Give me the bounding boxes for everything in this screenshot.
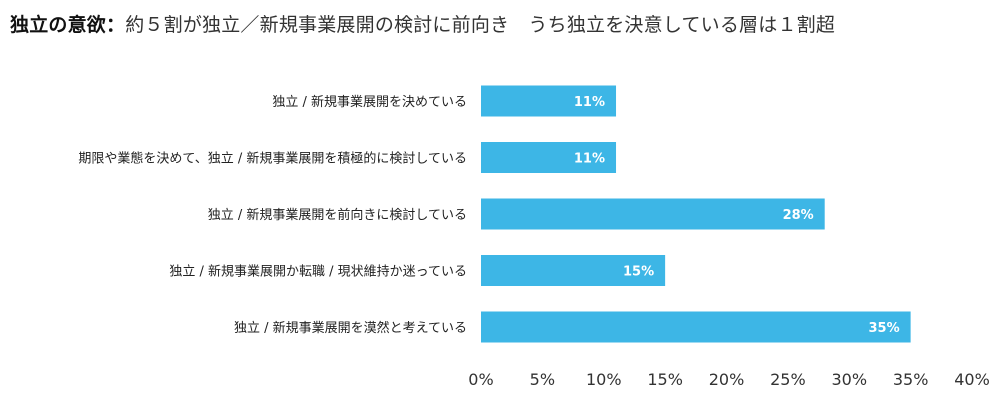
x-tick-label-15: 15%	[647, 370, 683, 389]
x-tick-label-35: 35%	[893, 370, 929, 389]
chart-title-separator: ：	[106, 14, 126, 36]
x-tick-label-40: 40%	[954, 370, 990, 389]
value-label-3: 28%	[783, 208, 814, 223]
value-label-4: 15%	[623, 265, 654, 280]
chart-title-lead: 独立の意欲	[10, 14, 107, 36]
bar-3	[481, 198, 825, 230]
value-label-5: 35%	[869, 321, 900, 336]
x-tick-label-30: 30%	[831, 370, 867, 389]
category-label-3: 独立 / 新規事業展開を前向きに検討している	[208, 207, 467, 223]
x-tick-label-25: 25%	[770, 370, 806, 389]
bar-2	[481, 142, 617, 173]
bar-4	[481, 255, 666, 286]
category-label-1: 独立 / 新規事業展開を決めている	[272, 94, 467, 110]
value-label-2: 11%	[574, 152, 605, 167]
x-tick-label-0: 0%	[468, 370, 493, 389]
x-tick-label-10: 10%	[586, 370, 622, 389]
bar-1	[481, 85, 617, 117]
x-tick-label-20: 20%	[709, 370, 745, 389]
category-label-2: 期限や業態を決めて、独立 / 新規事業展開を積極的に検討している	[78, 151, 467, 167]
value-label-1: 11%	[574, 95, 605, 110]
x-tick-label-5: 5%	[530, 370, 555, 389]
category-label-4: 独立 / 新規事業展開か転職 / 現状維持か迷っている	[169, 264, 467, 280]
chart-title: 独立の意欲：約５割が独立／新規事業展開の検討に前向き うち独立を決意している層は…	[10, 10, 835, 37]
bar-5	[481, 311, 911, 343]
chart-title-rest: 約５割が独立／新規事業展開の検討に前向き うち独立を決意している層は１割超	[125, 14, 836, 36]
category-label-5: 独立 / 新規事業展開を漠然と考えている	[234, 320, 467, 336]
